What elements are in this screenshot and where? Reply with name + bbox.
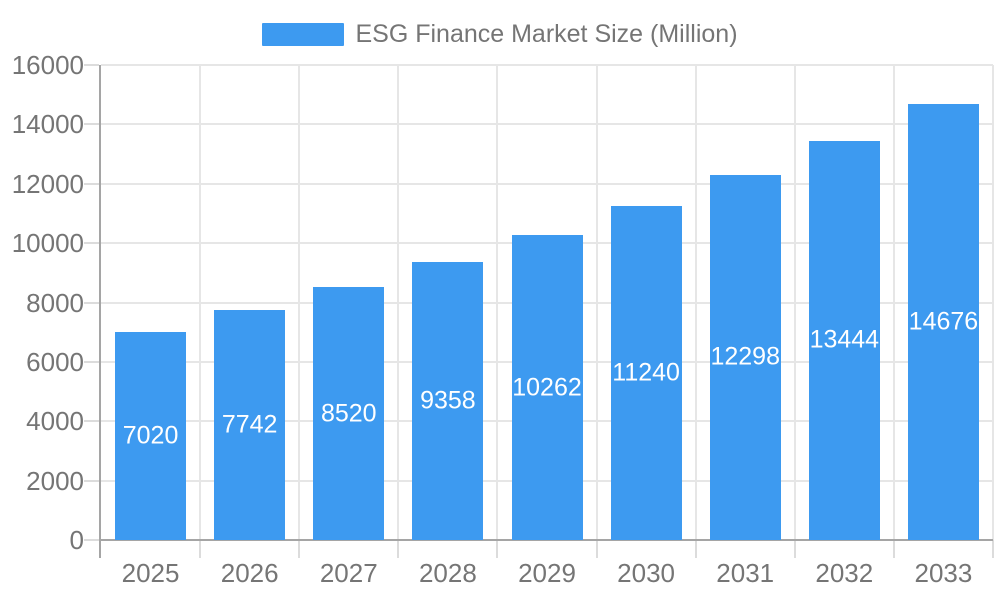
y-axis-label: 8000: [26, 287, 84, 318]
x-axis-tick: [992, 540, 994, 558]
bar-2025[interactable]: 7020: [115, 331, 187, 540]
y-axis-label: 0: [69, 525, 84, 555]
x-axis-label: 2027: [319, 558, 378, 588]
gridline-vertical: [298, 65, 301, 540]
legend-swatch-icon: [262, 22, 345, 46]
y-axis-tick: [84, 123, 99, 126]
y-axis-tick: [84, 479, 99, 482]
bar-2031[interactable]: 12298: [709, 174, 781, 540]
y-axis-tick: [84, 301, 99, 304]
x-axis-tick: [892, 540, 895, 558]
gridline-vertical: [992, 65, 994, 540]
bar-value-label: 11240: [612, 358, 680, 387]
bar-value-label: 14676: [908, 307, 979, 336]
y-axis-label: 16000: [11, 50, 84, 80]
bar-value-label: 7742: [221, 410, 278, 439]
x-axis-tick: [397, 540, 400, 558]
plot-area: 7020 7742 8520 9358 10262 11240 12298 13444 1467…: [84, 64, 994, 558]
bar-value-label: 8520: [320, 399, 377, 428]
gridline-vertical: [595, 65, 598, 540]
x-axis-tick: [199, 540, 202, 558]
bar-2029[interactable]: 10262: [511, 235, 583, 540]
legend-label: ESG Finance Market Size (Million): [355, 20, 738, 48]
y-axis-label: 6000: [26, 346, 84, 377]
x-axis-label: 2026: [220, 558, 279, 588]
y-axis-tick: [84, 242, 99, 245]
bar-2030[interactable]: 11240: [610, 206, 682, 540]
y-axis-tick: [84, 539, 99, 541]
bar-2033[interactable]: 14676: [907, 104, 979, 540]
y-axis-label: 4000: [26, 406, 84, 437]
bar-2026[interactable]: 7742: [214, 310, 286, 540]
x-axis-label: 2028: [418, 558, 477, 588]
x-axis-label: 2029: [518, 558, 576, 588]
y-axis-line: [99, 65, 101, 558]
y-axis-tick: [84, 420, 99, 423]
y-axis-label: 10000: [11, 228, 84, 259]
y-axis-tick: [84, 360, 99, 363]
y-axis-label: 2000: [26, 465, 84, 496]
x-axis-label: 2032: [815, 558, 874, 588]
gridline-vertical: [694, 65, 697, 540]
gridline-vertical: [892, 65, 895, 540]
x-axis-line: [99, 539, 993, 541]
x-axis-label: 2030: [617, 558, 676, 588]
bar-value-label: 9358: [420, 386, 476, 415]
gridline-vertical: [496, 65, 499, 540]
x-axis-tick: [298, 540, 301, 558]
x-axis-label: 2025: [121, 558, 180, 588]
gridline-horizontal: [101, 123, 993, 126]
bar-value-label: 7020: [122, 421, 179, 450]
gridline-horizontal: [101, 182, 993, 185]
y-axis-tick: [84, 64, 99, 66]
x-axis-tick: [694, 540, 697, 558]
gridline-vertical: [397, 65, 400, 540]
legend[interactable]: ESG Finance Market Size (Million): [0, 18, 1000, 50]
gridline-vertical: [199, 65, 202, 540]
x-axis-label: 2033: [914, 558, 973, 588]
gridline-horizontal: [101, 64, 993, 66]
bar-2028[interactable]: 9358: [412, 262, 484, 540]
x-axis-label: 2031: [716, 558, 775, 588]
y-axis-tick: [84, 182, 99, 185]
bar-value-label: 12298: [710, 342, 780, 371]
x-axis-tick: [595, 540, 598, 558]
x-axis-tick: [793, 540, 796, 558]
bar-2027[interactable]: 8520: [313, 287, 385, 540]
bar-value-label: 10262: [512, 373, 582, 402]
bar-2032[interactable]: 13444: [808, 140, 880, 540]
gridline-vertical: [793, 65, 796, 540]
y-axis-label: 14000: [11, 109, 84, 140]
x-axis-tick: [496, 540, 499, 558]
bar-value-label: 13444: [809, 325, 880, 354]
y-axis-label: 12000: [11, 168, 84, 199]
